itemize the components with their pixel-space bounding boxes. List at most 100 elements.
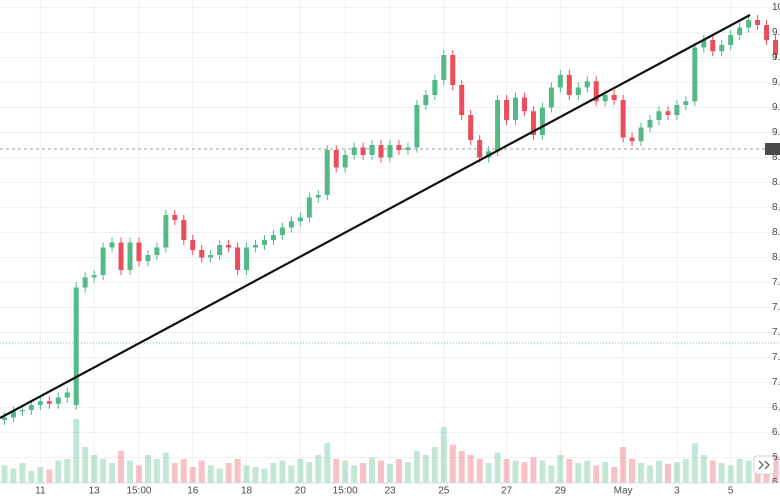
candle-body [136, 242, 142, 262]
x-tick-label: 18 [241, 486, 253, 497]
volume-bar [333, 459, 340, 483]
volume-bar [691, 443, 698, 483]
volume-bar [548, 465, 555, 483]
volume-bar [207, 465, 214, 483]
volume-bar [162, 452, 169, 483]
volume-bar [718, 463, 725, 483]
y-tick-label: 8.00 [772, 252, 780, 263]
candle-body [297, 217, 303, 222]
candle-body [235, 247, 241, 270]
candle-body [46, 401, 52, 404]
x-tick-label: 15:00 [333, 486, 358, 497]
candle-body [279, 227, 285, 235]
x-tick-label: 20 [295, 486, 307, 497]
y-tick-label: 7.40 [772, 327, 780, 338]
volume-bar [557, 455, 564, 483]
volume-bar [575, 463, 582, 483]
candle-body [172, 215, 178, 220]
volume-bar [458, 451, 465, 483]
candle-body [746, 20, 752, 28]
volume-bar [118, 451, 125, 483]
candle-body [719, 45, 725, 52]
volume-bar [736, 459, 743, 483]
volume-bar [10, 468, 17, 483]
y-tick-label: 9.00 [772, 127, 780, 138]
volume-bar [647, 465, 653, 483]
candle-body [208, 255, 214, 258]
volume-bar [306, 462, 313, 483]
volume-bar [593, 465, 600, 483]
volume-bar [243, 465, 250, 483]
volume-bar [413, 451, 420, 483]
candle-body [602, 95, 608, 102]
volume-bar [135, 465, 142, 483]
volume-bar [709, 460, 716, 483]
candle-body [638, 127, 644, 142]
candle-body [73, 287, 79, 405]
candle-body [217, 245, 223, 255]
candle-body [459, 85, 465, 115]
candle-body [683, 101, 689, 105]
candle-body [91, 275, 97, 278]
candle-body [82, 277, 88, 288]
volume-bar [82, 447, 89, 483]
trend-line[interactable] [0, 14, 751, 419]
candle-body [423, 95, 429, 105]
y-tick-label: 8.40 [772, 202, 780, 213]
volume-bar [28, 471, 35, 483]
scroll-button[interactable] [753, 455, 775, 475]
volume-bar [521, 462, 528, 483]
candle-body [19, 410, 25, 412]
volume-bar [19, 463, 26, 483]
candle-body [199, 250, 205, 258]
candle-body [405, 147, 411, 150]
volume-bar [225, 463, 232, 483]
volume-bar [216, 468, 223, 483]
volume-bar [629, 459, 636, 483]
candle-body [414, 105, 420, 148]
candle-body [306, 197, 312, 218]
volume-bar [431, 447, 438, 483]
candle-body [647, 120, 653, 128]
candle-body [333, 150, 339, 168]
volume-bar [180, 459, 187, 483]
candle-body [674, 105, 680, 115]
volume-bar [422, 455, 429, 483]
y-tick-label: 6.40 [772, 452, 780, 463]
x-tick-label: 29 [555, 486, 567, 497]
candle-body [1, 417, 7, 420]
volume-bar [754, 467, 761, 483]
candle-body [387, 145, 393, 158]
volume-bar [404, 462, 411, 483]
volume-bar [449, 444, 456, 483]
y-tick-label: 8.20 [772, 227, 780, 238]
volume-bar [73, 419, 80, 483]
y-tick-label: 9.60 [772, 52, 780, 63]
volume-bar [682, 459, 689, 483]
volume-bar [584, 460, 591, 483]
x-tick-label: 11 [35, 486, 46, 497]
candle-body [163, 215, 169, 248]
candle-body [710, 40, 716, 52]
y-tick-label: 8.60 [772, 177, 780, 188]
y-tick-label: 9.40 [772, 77, 780, 88]
candle-body [360, 147, 366, 155]
candle-body [521, 97, 527, 112]
volume-bar [189, 467, 196, 483]
candle-body [656, 111, 662, 120]
volume-bar [727, 465, 734, 483]
y-tick-label: 7.20 [772, 352, 780, 363]
candle-body [351, 147, 357, 155]
candle-body [566, 75, 572, 95]
volume-bar [1, 465, 8, 483]
volume-bar [566, 459, 573, 483]
volume-bar [127, 460, 133, 483]
x-tick-label: 5 [728, 486, 734, 497]
candle-body [728, 35, 734, 45]
volume-bar [342, 460, 349, 483]
time-axis-bg [0, 483, 780, 500]
y-tick-label: 7.00 [772, 377, 780, 388]
